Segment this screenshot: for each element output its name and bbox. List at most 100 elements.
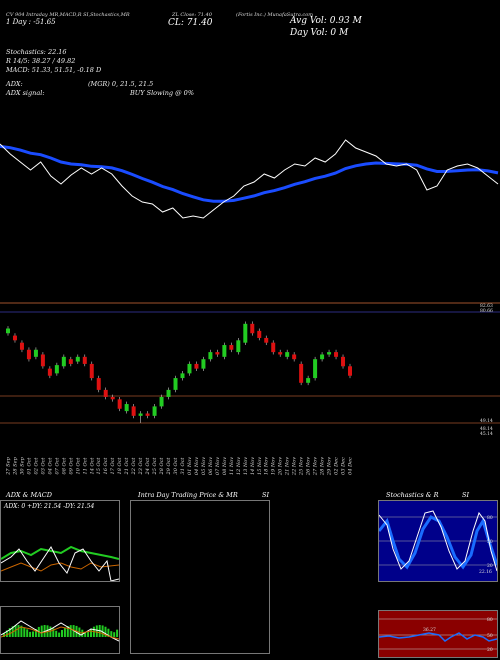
macd-bar <box>8 628 11 637</box>
candle-body <box>320 354 325 360</box>
rsi-line <box>379 632 497 642</box>
candle-body <box>264 337 269 343</box>
intraday-panel-title: Intra Day Trading Price & MR <box>138 491 238 499</box>
macd-bar <box>43 625 46 637</box>
date-label: 07 Oct <box>54 457 60 475</box>
date-label: 04 Dec <box>348 457 354 475</box>
stoch-value: 22.16 <box>479 569 492 575</box>
candle-body <box>236 340 241 353</box>
date-label: 25 Nov <box>299 457 305 476</box>
candle-body <box>89 363 94 379</box>
adx-white-line <box>1 546 119 581</box>
date-label: 09 Oct <box>68 457 74 475</box>
header-day-change: 1 Day : -51.65 <box>6 18 56 26</box>
macd-readout: MACD: 51.33, 51.51, -0.18 D <box>6 66 102 74</box>
date-label: 06 Nov <box>208 457 214 475</box>
macd-bar <box>113 632 116 637</box>
candle-body <box>243 323 248 343</box>
date-label: 05 Nov <box>201 457 207 475</box>
candle-body <box>194 363 199 369</box>
candle-body <box>40 354 45 367</box>
date-label: 11 Oct <box>82 457 88 475</box>
date-label: 19 Nov <box>271 457 277 475</box>
macd-panel <box>0 606 120 654</box>
date-label: 28 Oct <box>159 457 165 476</box>
candle-body <box>6 328 10 334</box>
macd-bar <box>23 627 26 637</box>
candle-body <box>285 352 290 357</box>
date-label: 18 Oct <box>117 457 123 475</box>
stoch-k-line <box>379 515 497 570</box>
date-label: 30 Sep <box>19 456 25 474</box>
header-line1: CV 904 Intraday MR,MACD,R SI,Stochastics… <box>6 12 130 18</box>
macd-signal-line <box>1 626 119 640</box>
candle-body <box>12 335 17 341</box>
moving-average-line <box>0 144 499 203</box>
macd-bar <box>90 628 92 637</box>
adx-values: (MGR) 0, 21.5, 21.5 <box>88 80 154 88</box>
date-label: 25 Oct <box>152 457 158 476</box>
date-label: 22 Nov <box>292 457 298 476</box>
candle-body <box>313 359 318 379</box>
date-label: 15 Oct <box>96 457 102 475</box>
date-label: 13 Nov <box>243 457 249 475</box>
candle-body <box>201 359 206 369</box>
candle-body <box>222 345 227 357</box>
candle-body <box>159 396 164 407</box>
date-label: 24 Oct <box>145 457 151 476</box>
date-label: 01 Nov <box>187 457 193 475</box>
date-label: 10 Oct <box>75 457 81 475</box>
macd-bar <box>110 631 113 637</box>
macd-bar <box>63 627 66 637</box>
adx-signal-text: BUY Slowing @ 0% <box>130 89 194 97</box>
main-price-chart: 27 Sep 28 Sep 30 Sep 01 Oct 02 Oct 03 Oct 04 O… <box>0 139 500 476</box>
candle-body <box>26 349 31 360</box>
price-tick-top-1: 82.63 <box>480 303 493 309</box>
candle-body <box>82 356 87 364</box>
stochastics-panel: 80 50 20 22.16 <box>378 500 498 582</box>
date-label: 14 Oct <box>89 457 95 475</box>
candle-body <box>54 365 59 374</box>
rsi-tick-80: 80 <box>487 617 493 623</box>
candle-body <box>299 363 304 383</box>
date-axis: 27 Sep 28 Sep 30 Sep 01 Oct 02 Oct 03 Oct 04 O… <box>6 456 354 476</box>
rsi-lines: 80 50 20 36.27 <box>379 617 497 653</box>
candle-body <box>103 389 108 397</box>
macd-bar <box>17 625 20 637</box>
candle-body <box>124 404 129 412</box>
date-label: 02 Oct <box>33 457 39 475</box>
header-company: (Fortis Inc.) MunafaSutra.com <box>236 12 313 18</box>
macd-line <box>1 620 119 642</box>
rsi-panel: 80 50 20 36.27 <box>378 610 498 658</box>
candle-body <box>110 396 115 400</box>
candle-body <box>341 356 346 367</box>
macd-bar <box>52 628 55 637</box>
macd-bar <box>40 625 43 637</box>
date-label: 23 Oct <box>138 457 144 476</box>
date-label: 20 Nov <box>278 457 284 476</box>
candle-body <box>166 389 171 397</box>
macd-bar <box>3 633 5 637</box>
date-label: 16 Oct <box>103 457 109 475</box>
date-label: 08 Oct <box>61 457 67 475</box>
header-cl: CL: 71.40 <box>168 18 213 28</box>
date-label: 28 Sep <box>12 456 18 475</box>
macd-bar <box>107 628 110 637</box>
date-label: 03 Dec <box>341 457 347 475</box>
macd-bar <box>95 625 98 637</box>
candle-body <box>75 356 80 362</box>
candle-body <box>250 323 255 334</box>
macd-bar <box>101 625 104 637</box>
date-label: 14 Nov <box>250 457 256 475</box>
macd-bar <box>20 625 23 637</box>
candle-body <box>180 373 185 379</box>
candle-body <box>117 399 122 409</box>
date-label: 03 Oct <box>40 457 46 475</box>
candle-body <box>61 356 66 367</box>
ma-lines <box>0 139 499 219</box>
adx-panel-values: ADX: 0 +DY: 21.54 -DY: 21.54 <box>4 503 95 510</box>
macd-bar <box>29 631 32 637</box>
adx-lines <box>1 545 119 581</box>
intraday-panel <box>130 500 270 654</box>
rsi-value: 36.27 <box>423 627 436 633</box>
